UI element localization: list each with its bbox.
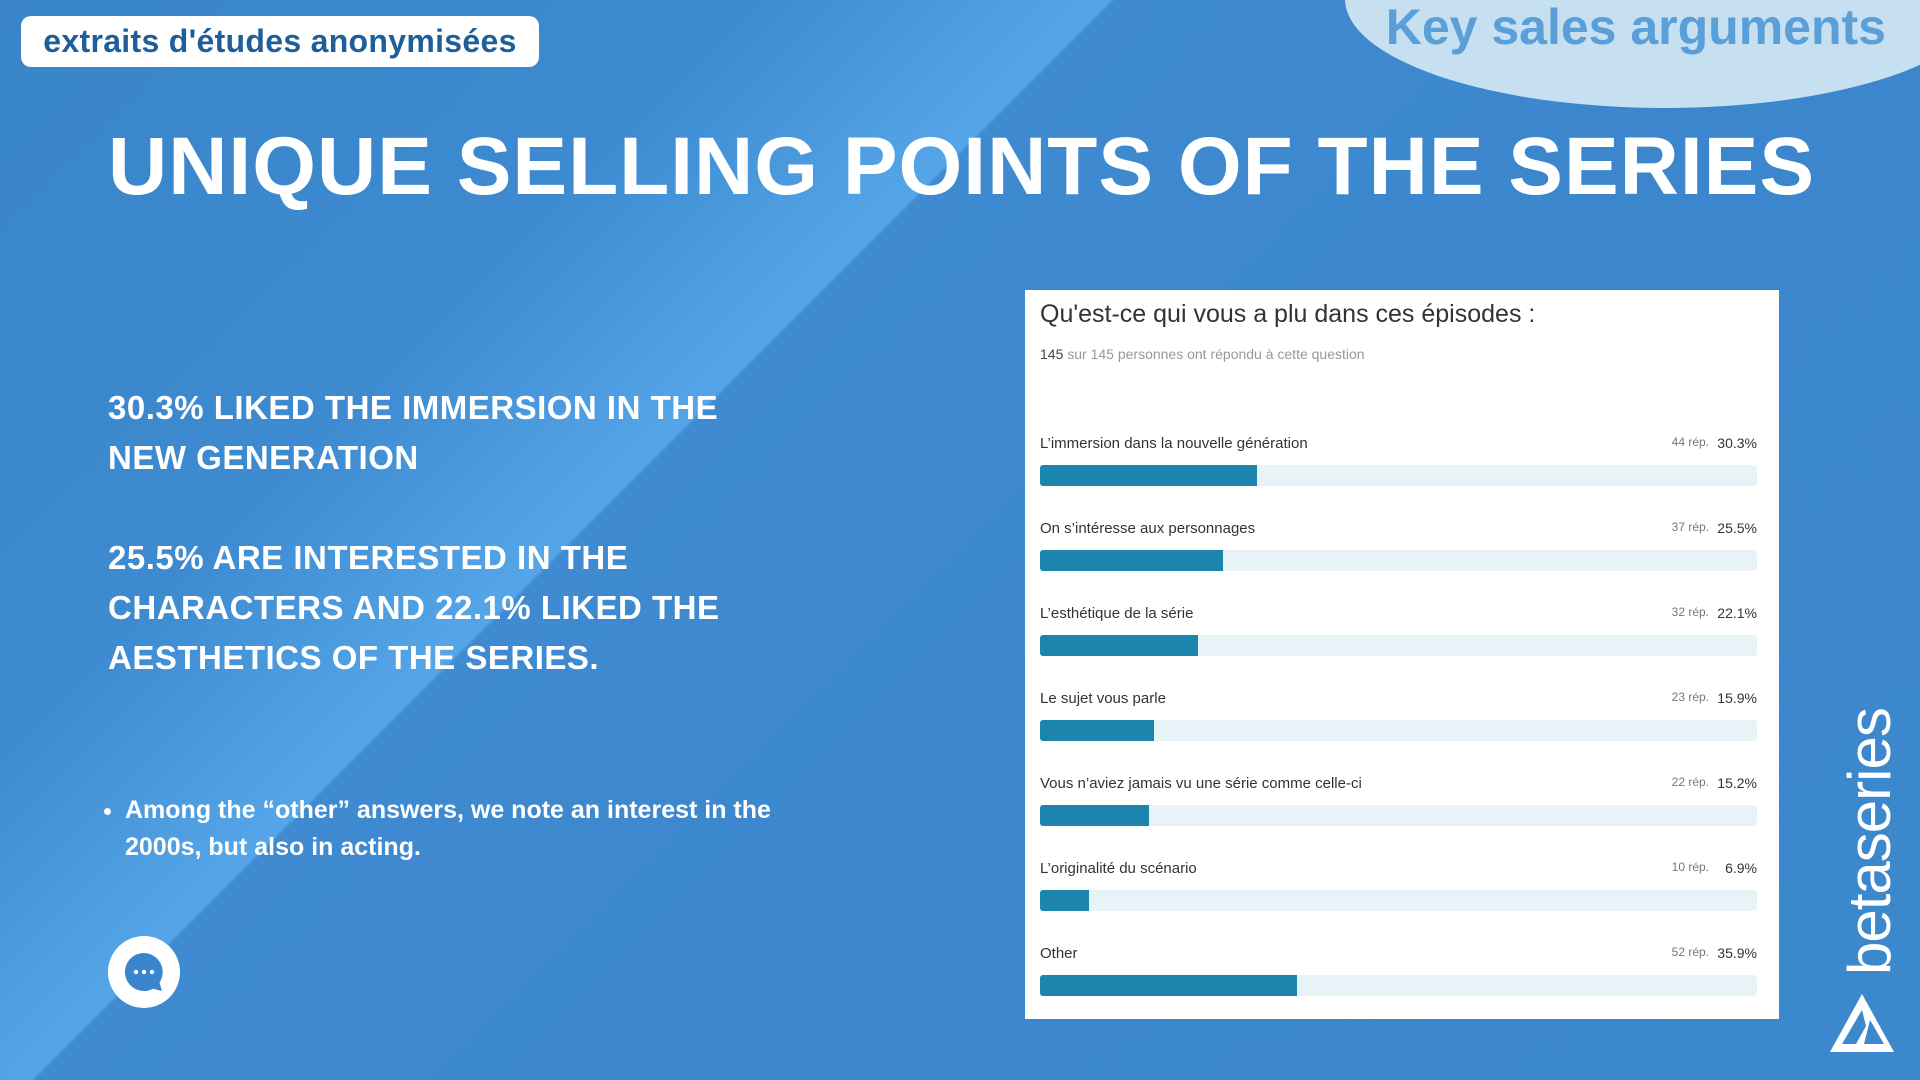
answer-label: On s’intéresse aux personnages — [1040, 520, 1256, 537]
survey-card: Qu'est-ce qui vous a plu dans ces épisod… — [1025, 290, 1779, 1019]
answer-bar-track — [1040, 465, 1757, 486]
answer-label: Other — [1040, 945, 1078, 962]
notes-list: Among the “other” answers, we note an in… — [100, 792, 825, 866]
brand-wordmark: betaseries — [1836, 708, 1903, 975]
answer-row: L’originalité du scénario 10 rép. 6.9% — [1040, 860, 1757, 940]
respondent-count: 145 — [1040, 346, 1064, 362]
answer-percent: 15.9% — [1717, 690, 1757, 706]
page-title: UNIQUE SELLING POINTS OF THE SERIES — [108, 121, 1816, 212]
answer-percent: 6.9% — [1725, 860, 1757, 876]
answer-bar-fill — [1040, 635, 1199, 656]
answer-label: L’originalité du scénario — [1040, 860, 1197, 877]
answer-row: Le sujet vous parle 23 rép. 15.9% — [1040, 690, 1757, 770]
studies-badge: extraits d'études anonymisées — [21, 16, 539, 67]
answer-bar-fill — [1040, 465, 1258, 486]
answer-bar-track — [1040, 635, 1757, 656]
betaseries-logo-icon — [1830, 994, 1894, 1052]
answer-percent: 35.9% — [1717, 945, 1757, 961]
answer-bar-fill — [1040, 975, 1298, 996]
answer-count: 44 rép. — [1671, 435, 1709, 449]
answer-bar-fill — [1040, 805, 1149, 826]
chat-button[interactable] — [108, 936, 180, 1008]
answer-bar-track — [1040, 550, 1757, 571]
answer-bar-track — [1040, 720, 1757, 741]
answer-label: Vous n’aviez jamais vu une série comme c… — [1040, 775, 1362, 792]
answer-bar-track — [1040, 805, 1757, 826]
insight-1: 30.3% LIKED THE IMMERSION IN THE NEW GEN… — [108, 389, 719, 476]
answer-bar-fill — [1040, 890, 1090, 911]
answer-percent: 22.1% — [1717, 605, 1757, 621]
insight-2: 25.5% ARE INTERESTED IN THE CHARACTERS A… — [108, 539, 720, 676]
answer-count: 37 rép. — [1671, 520, 1709, 534]
section-label: Key sales arguments — [1385, 0, 1886, 55]
answer-count: 22 rép. — [1671, 775, 1709, 789]
answer-bar-track — [1040, 975, 1757, 996]
answer-bar-fill — [1040, 720, 1154, 741]
answer-label: L’esthétique de la série — [1040, 605, 1194, 622]
answer-count: 32 rép. — [1671, 605, 1709, 619]
answer-bar-fill — [1040, 550, 1223, 571]
answer-row: Vous n’aviez jamais vu une série comme c… — [1040, 775, 1757, 855]
answer-row: L’immersion dans la nouvelle génération … — [1040, 435, 1757, 515]
survey-question: Qu'est-ce qui vous a plu dans ces épisod… — [1040, 300, 1536, 328]
survey-respondents: 145 sur 145 personnes ont répondu à cett… — [1040, 346, 1365, 362]
answer-count: 23 rép. — [1671, 690, 1709, 704]
answer-bar-track — [1040, 890, 1757, 911]
answer-label: Le sujet vous parle — [1040, 690, 1166, 707]
answer-count: 10 rép. — [1671, 860, 1709, 874]
answer-label: L’immersion dans la nouvelle génération — [1040, 435, 1308, 452]
answer-percent: 25.5% — [1717, 520, 1757, 536]
answer-percent: 15.2% — [1717, 775, 1757, 791]
answer-row: Other 52 rép. 35.9% — [1040, 945, 1757, 1025]
chat-bubble-icon — [124, 952, 163, 991]
answer-percent: 30.3% — [1717, 435, 1757, 451]
note-item: Among the “other” answers, we note an in… — [125, 792, 825, 866]
answer-row: L’esthétique de la série 32 rép. 22.1% — [1040, 605, 1757, 685]
respondent-text: sur 145 personnes ont répondu à cette qu… — [1063, 346, 1365, 362]
answer-count: 52 rép. — [1671, 945, 1709, 959]
answer-row: On s’intéresse aux personnages 37 rép. 2… — [1040, 520, 1757, 600]
